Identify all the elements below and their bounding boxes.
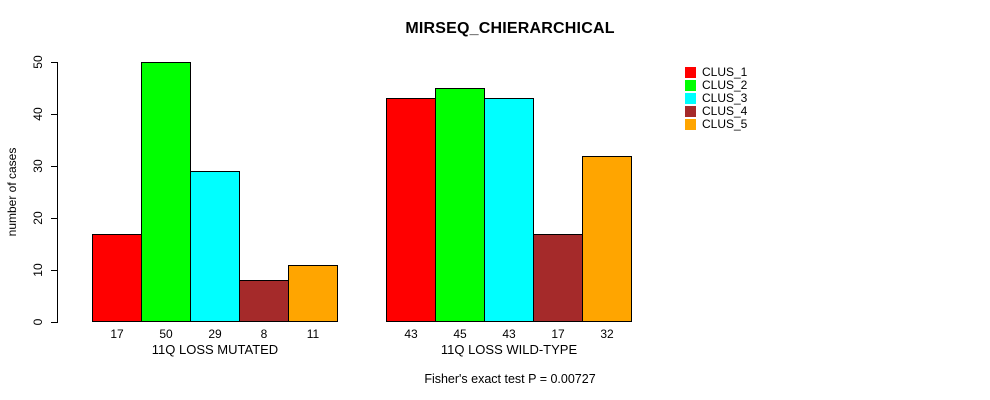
y-axis-tick: [51, 218, 57, 219]
legend-item: CLUS_1: [685, 66, 747, 78]
legend-swatch-clus_1: [685, 66, 696, 78]
fisher-test-annotation: Fisher's exact test P = 0.00727: [424, 372, 596, 386]
y-axis-tick-label: 40: [31, 107, 45, 121]
bar-value-label: 29: [208, 327, 222, 341]
legend-swatch-clus_3: [685, 92, 696, 104]
bar-clus_3-group2: [484, 98, 534, 322]
bar-clus_2-group2: [435, 88, 485, 322]
y-axis-tick: [51, 270, 57, 271]
bar-value-label: 50: [159, 327, 173, 341]
bar-value-label: 17: [110, 327, 124, 341]
y-axis-tick-label: 30: [31, 159, 45, 173]
legend-label: CLUS_3: [702, 91, 748, 105]
bar-clus_3-group1: [190, 171, 240, 322]
legend-swatch-clus_5: [685, 118, 696, 130]
y-axis-tick: [51, 62, 57, 63]
bar-clus_2-group1: [141, 62, 191, 322]
bar-value-label: 17: [551, 327, 565, 341]
bar-clus_1-group2: [386, 98, 436, 322]
group-label: 11Q LOSS WILD-TYPE: [440, 342, 578, 357]
chart-title: MIRSEQ_CHIERARCHICAL: [405, 20, 615, 37]
y-axis-line: [57, 62, 58, 323]
bar-clus_4-group1: [239, 280, 289, 322]
legend-swatch-clus_4: [685, 105, 696, 117]
legend-label: CLUS_2: [702, 78, 748, 92]
group-label: 11Q LOSS MUTATED: [151, 342, 279, 357]
legend-item: CLUS_4: [685, 105, 747, 117]
legend-label: CLUS_4: [702, 104, 748, 118]
y-axis-tick-label: 10: [31, 263, 45, 277]
bar-value-label: 32: [600, 327, 614, 341]
legend-item: CLUS_3: [685, 92, 747, 104]
bar-value-label: 43: [502, 327, 516, 341]
legend-item: CLUS_5: [685, 118, 747, 130]
bar-clus_1-group1: [92, 234, 142, 322]
legend-label: CLUS_1: [702, 65, 748, 79]
bar-clus_5-group1: [288, 265, 338, 322]
y-axis-tick-label: 20: [31, 211, 45, 225]
legend-item: CLUS_2: [685, 79, 747, 91]
y-axis-tick: [51, 114, 57, 115]
bar-value-label: 45: [453, 327, 467, 341]
bar-clus_5-group2: [582, 156, 632, 322]
bar-value-label: 11: [306, 327, 320, 341]
y-axis-tick: [51, 166, 57, 167]
legend-label: CLUS_5: [702, 117, 748, 131]
bar-clus_4-group2: [533, 234, 583, 322]
y-axis-label: number of cases: [5, 147, 19, 237]
bar-value-label: 43: [404, 327, 418, 341]
y-axis-tick-label: 0: [31, 318, 45, 326]
legend-swatch-clus_2: [685, 79, 696, 91]
y-axis-tick: [51, 322, 57, 323]
y-axis-tick-label: 50: [31, 55, 45, 69]
bar-value-label: 8: [260, 327, 268, 341]
